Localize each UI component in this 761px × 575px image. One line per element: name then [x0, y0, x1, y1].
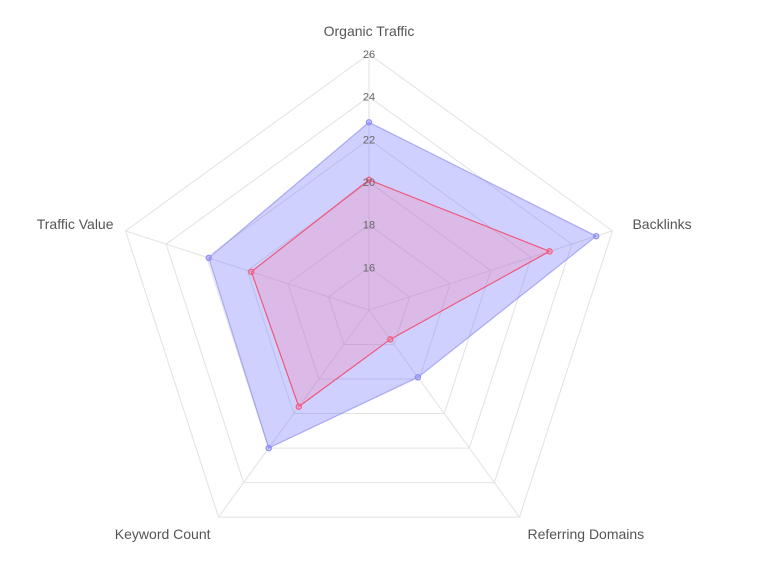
spoke-referring-domains	[368, 309, 520, 518]
series-2-point-organic-traffic[interactable]	[365, 176, 373, 184]
series-2-area	[250, 179, 551, 408]
grid-ring-24	[165, 96, 573, 484]
radar-series	[205, 119, 600, 452]
series-1-point-referring-domains[interactable]	[414, 374, 422, 381]
series-2-point-traffic-value[interactable]	[248, 268, 255, 275]
series-2-point-referring-domains[interactable]	[387, 336, 394, 343]
spoke-keyword-count	[218, 309, 370, 518]
axis-label-keyword-count: Keyword Count	[115, 526, 211, 542]
grid-ring-16	[327, 266, 411, 346]
tick-label-24: 24	[363, 92, 375, 104]
series-1-area	[208, 121, 598, 449]
radar-ticks: 16 18 20 22 24 26	[363, 49, 375, 274]
series-1-point-traffic-value[interactable]	[205, 254, 212, 262]
axis-label-traffic-value: Traffic Value	[37, 216, 114, 232]
tick-label-26: 26	[363, 49, 375, 61]
axis-label-backlinks: Backlinks	[632, 216, 691, 232]
tick-label-16: 16	[363, 262, 375, 274]
grid-ring-22	[206, 138, 532, 449]
series-1-point-keyword-count[interactable]	[265, 444, 272, 452]
spoke-backlinks	[368, 230, 613, 311]
series-1-point-backlinks[interactable]	[593, 232, 600, 240]
series-2-point-backlinks[interactable]	[546, 248, 553, 255]
grid-ring-20	[246, 181, 492, 415]
axis-label-organic-traffic: Organic Traffic	[324, 23, 415, 39]
grid-ring-18	[287, 224, 451, 380]
radar-grid	[124, 53, 614, 518]
tick-label-20: 20	[363, 177, 375, 189]
series-1-point-organic-traffic[interactable]	[365, 119, 373, 126]
series-2-point-keyword-count[interactable]	[295, 403, 302, 410]
grid-ring-26	[124, 53, 614, 518]
tick-label-18: 18	[363, 220, 375, 232]
radar-axis-labels: Organic Traffic Backlinks Referring Domain…	[37, 23, 692, 542]
axis-label-referring-domains: Referring Domains	[527, 526, 644, 542]
tick-label-22: 22	[363, 134, 375, 146]
spoke-traffic-value	[125, 230, 370, 311]
